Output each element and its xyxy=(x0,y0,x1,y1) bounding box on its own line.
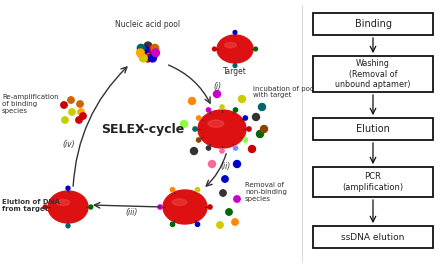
Circle shape xyxy=(234,196,240,202)
Ellipse shape xyxy=(217,35,253,63)
Circle shape xyxy=(139,54,147,62)
Circle shape xyxy=(181,120,187,128)
Text: Nucleic acid pool: Nucleic acid pool xyxy=(115,20,181,29)
Circle shape xyxy=(151,50,158,58)
Circle shape xyxy=(233,30,237,34)
Circle shape xyxy=(43,205,47,209)
Circle shape xyxy=(138,50,146,58)
Circle shape xyxy=(197,116,201,120)
FancyBboxPatch shape xyxy=(313,56,433,92)
Circle shape xyxy=(206,108,210,112)
Circle shape xyxy=(69,109,75,115)
Circle shape xyxy=(257,131,263,138)
Circle shape xyxy=(144,42,152,50)
Text: Incubation of pool
with target: Incubation of pool with target xyxy=(253,85,316,99)
Text: Binding: Binding xyxy=(354,19,392,29)
Circle shape xyxy=(243,116,247,120)
FancyBboxPatch shape xyxy=(313,167,433,197)
Text: Elution of DNA
from target: Elution of DNA from target xyxy=(2,198,60,211)
Circle shape xyxy=(151,44,159,52)
Circle shape xyxy=(80,113,86,119)
Circle shape xyxy=(232,219,238,225)
Circle shape xyxy=(208,205,212,209)
Circle shape xyxy=(214,91,221,97)
Circle shape xyxy=(170,222,174,226)
Circle shape xyxy=(189,97,195,104)
Circle shape xyxy=(220,105,224,109)
Text: Removal of
non-binding
species: Removal of non-binding species xyxy=(245,182,287,202)
Circle shape xyxy=(158,205,162,209)
FancyBboxPatch shape xyxy=(313,118,433,140)
Circle shape xyxy=(238,96,246,103)
FancyBboxPatch shape xyxy=(313,13,433,35)
Circle shape xyxy=(234,160,241,167)
Circle shape xyxy=(217,222,223,228)
Text: (ii): (ii) xyxy=(220,162,230,171)
Circle shape xyxy=(78,109,84,115)
Text: (iii): (iii) xyxy=(125,208,137,217)
Circle shape xyxy=(195,222,200,226)
Circle shape xyxy=(152,49,159,57)
Circle shape xyxy=(136,49,144,57)
Ellipse shape xyxy=(163,190,207,224)
Circle shape xyxy=(76,117,82,123)
Ellipse shape xyxy=(56,199,70,206)
Circle shape xyxy=(197,138,201,142)
Circle shape xyxy=(141,46,149,53)
Circle shape xyxy=(234,146,238,150)
Circle shape xyxy=(66,186,70,190)
Circle shape xyxy=(61,102,67,108)
Ellipse shape xyxy=(48,191,88,223)
Circle shape xyxy=(195,188,200,192)
Text: (iv): (iv) xyxy=(62,140,75,149)
Text: Target: Target xyxy=(223,67,247,76)
Text: Elution: Elution xyxy=(356,124,390,134)
Text: (i): (i) xyxy=(213,82,221,91)
Ellipse shape xyxy=(208,120,224,127)
Circle shape xyxy=(220,149,224,153)
Ellipse shape xyxy=(172,199,186,206)
FancyBboxPatch shape xyxy=(313,226,433,248)
Circle shape xyxy=(193,127,197,131)
Circle shape xyxy=(144,54,152,62)
Circle shape xyxy=(243,138,247,142)
Text: ssDNA elution: ssDNA elution xyxy=(341,233,404,241)
Circle shape xyxy=(170,188,174,192)
Circle shape xyxy=(66,224,70,228)
Circle shape xyxy=(261,125,267,132)
Circle shape xyxy=(254,47,258,51)
Text: SELEX-cycle: SELEX-cycle xyxy=(101,123,185,135)
Circle shape xyxy=(233,64,237,68)
Circle shape xyxy=(190,147,198,155)
Circle shape xyxy=(220,190,226,196)
Circle shape xyxy=(258,104,266,111)
Ellipse shape xyxy=(225,42,236,48)
Circle shape xyxy=(209,160,215,167)
Circle shape xyxy=(253,113,259,120)
Circle shape xyxy=(147,46,155,53)
Circle shape xyxy=(249,146,255,152)
Circle shape xyxy=(62,117,68,123)
Circle shape xyxy=(222,176,228,182)
Text: Washing
(Removal of
unbound aptamer): Washing (Removal of unbound aptamer) xyxy=(335,59,411,89)
Circle shape xyxy=(234,108,238,112)
Text: Re-amplification
of binding
species: Re-amplification of binding species xyxy=(2,94,59,114)
Circle shape xyxy=(149,54,156,62)
Ellipse shape xyxy=(198,110,246,148)
Circle shape xyxy=(213,47,216,51)
Circle shape xyxy=(206,146,210,150)
Circle shape xyxy=(89,205,93,209)
Circle shape xyxy=(226,209,232,215)
Text: PCR
(amplification): PCR (amplification) xyxy=(342,172,404,192)
Circle shape xyxy=(137,44,145,52)
Circle shape xyxy=(77,101,83,107)
Circle shape xyxy=(247,127,251,131)
Circle shape xyxy=(68,97,74,103)
